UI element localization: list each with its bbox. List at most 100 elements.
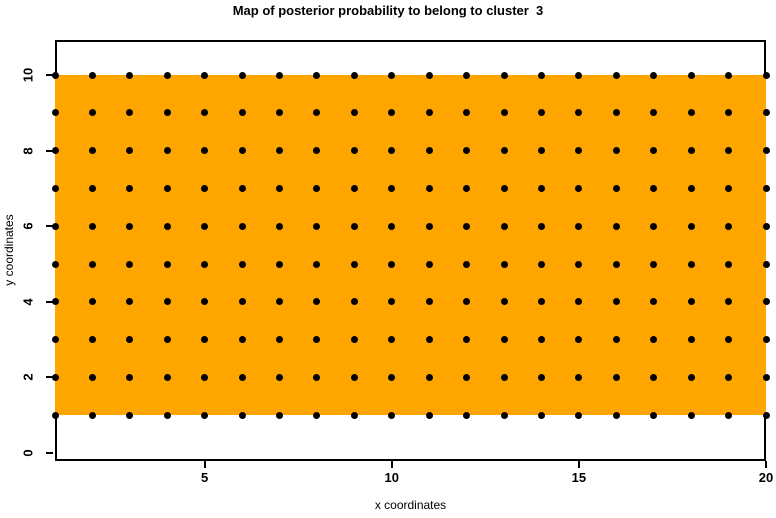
grid-point-marker (500, 411, 508, 419)
grid-point-marker (238, 222, 246, 230)
grid-point-marker (88, 260, 96, 268)
grid-point-marker (350, 147, 358, 155)
grid-point-marker (537, 336, 545, 344)
grid-point-marker (276, 185, 284, 193)
grid-point-marker (725, 147, 733, 155)
grid-point-marker (163, 336, 171, 344)
grid-point-marker (425, 185, 433, 193)
grid-point-marker (575, 298, 583, 306)
grid-point-marker (388, 147, 396, 155)
grid-point-marker (163, 411, 171, 419)
grid-point-marker (388, 336, 396, 344)
grid-point-marker (126, 373, 134, 381)
grid-point-marker (575, 185, 583, 193)
y-axis-tick-mark (46, 376, 53, 379)
grid-point-marker (88, 373, 96, 381)
grid-point-marker (276, 298, 284, 306)
grid-point-marker (725, 109, 733, 117)
grid-point-marker (425, 260, 433, 268)
grid-point-marker (687, 260, 695, 268)
grid-point-marker (238, 109, 246, 117)
grid-point-marker (313, 373, 321, 381)
grid-point-marker (201, 336, 209, 344)
grid-point-marker (425, 147, 433, 155)
grid-point-marker (762, 109, 770, 117)
grid-point-marker (51, 147, 59, 155)
grid-point-marker (463, 373, 471, 381)
grid-point-marker (575, 71, 583, 79)
grid-point-marker (126, 336, 134, 344)
grid-point-marker (201, 373, 209, 381)
grid-point-marker (650, 222, 658, 230)
grid-point-marker (500, 222, 508, 230)
grid-point-marker (650, 185, 658, 193)
grid-point-marker (463, 71, 471, 79)
grid-point-marker (88, 71, 96, 79)
grid-point-marker (88, 336, 96, 344)
grid-point-marker (425, 71, 433, 79)
grid-point-marker (350, 185, 358, 193)
grid-point-marker (51, 185, 59, 193)
y-axis-title: y coordinates (2, 214, 16, 286)
grid-point-marker (612, 336, 620, 344)
grid-point-marker (687, 373, 695, 381)
grid-point-marker (500, 260, 508, 268)
grid-point-marker (725, 71, 733, 79)
grid-point-marker (388, 298, 396, 306)
chart-title: Map of posterior probability to belong t… (232, 3, 544, 18)
grid-point-marker (238, 260, 246, 268)
grid-point-marker (238, 71, 246, 79)
grid-point-marker (687, 109, 695, 117)
grid-point-marker (425, 411, 433, 419)
grid-point-marker (88, 411, 96, 419)
grid-point-marker (463, 260, 471, 268)
grid-point-marker (163, 373, 171, 381)
grid-point-marker (88, 298, 96, 306)
grid-point-marker (575, 222, 583, 230)
grid-point-marker (313, 260, 321, 268)
grid-point-marker (425, 336, 433, 344)
grid-point-marker (687, 411, 695, 419)
x-axis-tick-label: 20 (758, 470, 774, 485)
grid-point-marker (238, 411, 246, 419)
grid-point-marker (500, 71, 508, 79)
grid-point-marker (238, 373, 246, 381)
grid-point-marker (350, 336, 358, 344)
grid-point-marker (425, 298, 433, 306)
grid-point-marker (276, 109, 284, 117)
grid-point-marker (388, 411, 396, 419)
x-axis-tick-mark (203, 461, 206, 468)
grid-point-marker (163, 147, 171, 155)
grid-point-marker (126, 298, 134, 306)
grid-point-marker (725, 411, 733, 419)
y-axis-tick-label: 0 (20, 449, 36, 457)
grid-point-marker (500, 147, 508, 155)
grid-point-marker (575, 336, 583, 344)
grid-point-marker (650, 411, 658, 419)
grid-point-marker (650, 336, 658, 344)
x-axis-tick-label: 15 (571, 470, 587, 485)
grid-point-marker (238, 336, 246, 344)
y-axis-tick-mark (46, 452, 53, 455)
grid-point-marker (238, 147, 246, 155)
grid-point-marker (88, 147, 96, 155)
y-axis-tick-mark (46, 300, 53, 303)
grid-point-marker (313, 109, 321, 117)
grid-point-marker (51, 71, 59, 79)
grid-point-marker (126, 411, 134, 419)
grid-point-marker (687, 222, 695, 230)
y-axis-tick-mark (46, 149, 53, 152)
grid-point-marker (51, 260, 59, 268)
grid-point-marker (201, 260, 209, 268)
grid-point-marker (313, 298, 321, 306)
grid-point-marker (687, 71, 695, 79)
grid-point-marker (575, 260, 583, 268)
y-axis-tick-label: 2 (20, 373, 36, 382)
grid-point-marker (425, 222, 433, 230)
grid-point-marker (126, 185, 134, 193)
grid-point-marker (463, 109, 471, 117)
grid-point-marker (650, 71, 658, 79)
grid-point-marker (201, 71, 209, 79)
grid-point-marker (762, 411, 770, 419)
grid-point-marker (163, 298, 171, 306)
